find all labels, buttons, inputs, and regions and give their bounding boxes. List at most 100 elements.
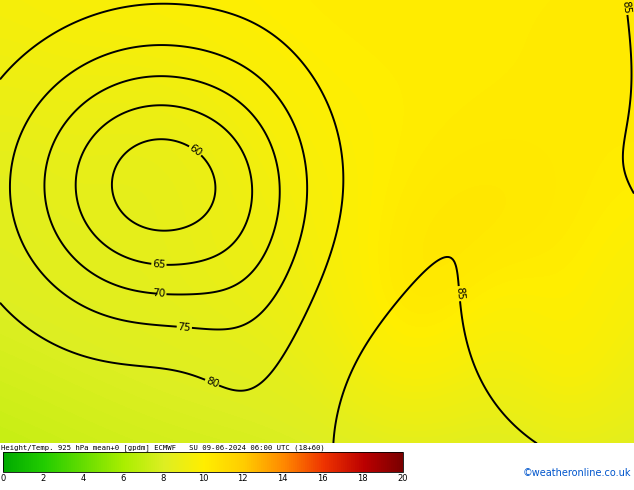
Bar	[357, 452, 359, 472]
Bar	[283, 452, 285, 472]
Bar	[19, 452, 21, 472]
Bar	[397, 452, 399, 472]
Bar	[153, 452, 155, 472]
Bar	[131, 452, 133, 472]
Bar	[229, 452, 231, 472]
Bar	[97, 452, 99, 472]
Bar	[195, 452, 197, 472]
Bar	[399, 452, 401, 472]
Bar	[359, 452, 361, 472]
Bar	[199, 452, 201, 472]
Bar	[115, 452, 117, 472]
Bar	[309, 452, 311, 472]
Text: 12: 12	[238, 474, 248, 483]
Bar	[391, 452, 392, 472]
Bar	[387, 452, 389, 472]
Bar	[327, 452, 328, 472]
Bar	[99, 452, 101, 472]
Bar	[139, 452, 141, 472]
Bar	[211, 452, 213, 472]
Bar	[145, 452, 147, 472]
Bar	[91, 452, 93, 472]
Bar	[165, 452, 167, 472]
Bar	[53, 452, 55, 472]
Bar	[187, 452, 189, 472]
Bar	[109, 452, 111, 472]
Bar	[354, 452, 357, 472]
Bar	[59, 452, 61, 472]
Bar	[3, 452, 5, 472]
Bar	[223, 452, 225, 472]
Bar	[135, 452, 137, 472]
Bar	[39, 452, 41, 472]
Bar	[203, 452, 205, 472]
Bar	[73, 452, 75, 472]
Bar	[47, 452, 49, 472]
Bar	[103, 452, 105, 472]
Bar	[303, 452, 305, 472]
Bar	[119, 452, 121, 472]
Bar	[111, 452, 113, 472]
Bar	[25, 452, 27, 472]
Bar	[159, 452, 161, 472]
Bar	[342, 452, 345, 472]
Bar	[249, 452, 251, 472]
Bar	[7, 452, 9, 472]
Bar	[245, 452, 247, 472]
Bar	[241, 452, 243, 472]
Bar	[71, 452, 73, 472]
Bar	[219, 452, 221, 472]
Bar	[61, 452, 63, 472]
Text: 6: 6	[120, 474, 126, 483]
Text: 2: 2	[41, 474, 46, 483]
Bar	[347, 452, 349, 472]
Bar	[151, 452, 153, 472]
Bar	[288, 452, 291, 472]
Bar	[123, 452, 125, 472]
Bar	[121, 452, 123, 472]
Bar	[85, 452, 87, 472]
Text: 10: 10	[198, 474, 208, 483]
Bar	[328, 452, 331, 472]
Bar	[261, 452, 262, 472]
Bar	[291, 452, 293, 472]
Bar	[239, 452, 241, 472]
Bar	[189, 452, 191, 472]
Text: 8: 8	[160, 474, 165, 483]
Bar	[368, 452, 371, 472]
Bar	[259, 452, 261, 472]
Bar	[177, 452, 179, 472]
Text: ©weatheronline.co.uk: ©weatheronline.co.uk	[522, 468, 631, 478]
Bar	[262, 452, 265, 472]
Bar	[163, 452, 165, 472]
Bar	[225, 452, 227, 472]
Bar	[79, 452, 81, 472]
Bar	[349, 452, 351, 472]
Bar	[13, 452, 15, 472]
Bar	[209, 452, 211, 472]
Bar	[185, 452, 187, 472]
Bar	[137, 452, 139, 472]
Bar	[5, 452, 7, 472]
Bar	[117, 452, 119, 472]
Text: 16: 16	[318, 474, 328, 483]
Bar	[167, 452, 169, 472]
Bar	[371, 452, 373, 472]
Bar	[87, 452, 89, 472]
Bar	[267, 452, 269, 472]
Bar	[107, 452, 109, 472]
Text: 75: 75	[178, 322, 191, 333]
Bar	[335, 452, 337, 472]
Bar	[307, 452, 309, 472]
Bar	[382, 452, 385, 472]
Bar	[301, 452, 302, 472]
Bar	[33, 452, 35, 472]
Bar	[273, 452, 275, 472]
Bar	[191, 452, 193, 472]
Bar	[271, 452, 273, 472]
Bar	[340, 452, 342, 472]
Bar	[143, 452, 145, 472]
Bar	[105, 452, 107, 472]
Bar	[15, 452, 17, 472]
Bar	[183, 452, 185, 472]
